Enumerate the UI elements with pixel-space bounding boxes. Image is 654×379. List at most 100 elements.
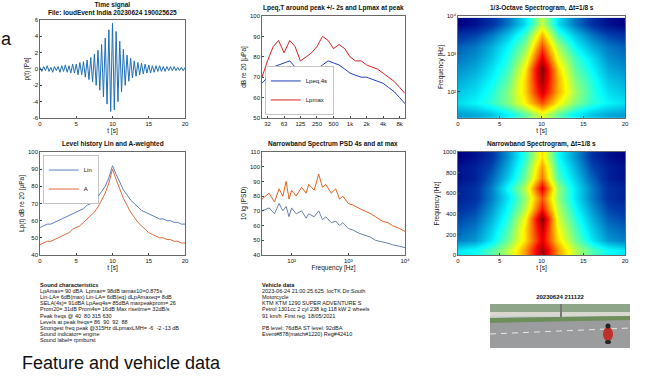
svg-text:50: 50 [253, 237, 260, 243]
svg-text:20: 20 [622, 121, 629, 127]
svg-text:2k: 2k [363, 121, 370, 127]
svg-text:400: 400 [446, 211, 457, 217]
html-text:Sound indicator= engine: Sound indicator= engine [40, 330, 100, 337]
svg-text:0: 0 [35, 66, 39, 72]
svg-text:Frequency [Hz]: Frequency [Hz] [433, 181, 441, 225]
svg-text:p(t) [Pa]: p(t) [Pa] [23, 57, 31, 80]
svg-text:50: 50 [253, 115, 260, 121]
svg-text:80: 80 [253, 54, 260, 60]
svg-text:15: 15 [145, 121, 152, 127]
svg-text:t [s]: t [s] [536, 127, 547, 135]
svg-text:40: 40 [253, 252, 260, 258]
html-text:Levels at peak freqs= 86 90 92: Levels at peak freqs= 86 90 92 88 [40, 318, 128, 325]
svg-text:80: 80 [253, 193, 260, 199]
svg-text:1/3-Octave Spectrogram, Δt=1/8: 1/3-Octave Spectrogram, Δt=1/8 s [490, 4, 594, 12]
svg-text:60: 60 [253, 223, 260, 229]
svg-text:0: 0 [38, 121, 42, 127]
svg-text:15: 15 [580, 258, 587, 264]
svg-text:Frequency [Hz]: Frequency [Hz] [437, 45, 445, 89]
svg-text:-4: -4 [33, 99, 39, 105]
svg-text:0: 0 [456, 258, 460, 264]
html-text:Lin-LA= 6dB(max) Lin-LA= 6dB(e: Lin-LA= 6dB(max) Lin-LA= 6dB(eq) dLpAmax… [40, 294, 172, 301]
svg-text:250: 250 [312, 121, 323, 127]
svg-text:6: 6 [35, 17, 39, 23]
html-text:Prom20= 31dB Prom4s= 16dB Max: Prom20= 31dB Prom4s= 16dB Max risetime= … [40, 306, 170, 313]
svg-text:5: 5 [498, 258, 502, 264]
html-text:Feature and vehicle data: Feature and vehicle data [22, 353, 221, 373]
svg-text:Frequency [Hz]: Frequency [Hz] [311, 264, 355, 272]
svg-text:20: 20 [182, 121, 189, 127]
svg-text:Narrowband Spectrum PSD 4s and: Narrowband Spectrum PSD 4s and at max [268, 140, 398, 148]
svg-text:110: 110 [250, 149, 260, 155]
svg-text:10 lg (PSD): 10 lg (PSD) [240, 187, 248, 221]
html-text:Peak freqs @ 40 80 315 630: Peak freqs @ 40 80 315 630 [40, 312, 112, 319]
svg-text:60: 60 [253, 95, 260, 101]
svg-text:5: 5 [75, 121, 79, 127]
svg-text:8k: 8k [396, 121, 403, 127]
svg-text:50: 50 [31, 235, 38, 241]
svg-text:10: 10 [109, 258, 116, 264]
html-text:SELA(4s)= 91dBA LpAeq4s= 85dBA: SELA(4s)= 91dBA LpAeq4s= 85dBA maxpeakpr… [40, 300, 176, 307]
svg-text:10: 10 [538, 258, 545, 264]
svg-text:90: 90 [31, 166, 38, 172]
svg-text:10: 10 [538, 121, 545, 127]
svg-text:200: 200 [446, 232, 457, 238]
svg-text:Lpeq,T around peak +/- 2s and: Lpeq,T around peak +/- 2s and Lpmax at p… [263, 4, 404, 12]
svg-text:800: 800 [446, 170, 457, 176]
svg-text:5: 5 [75, 258, 79, 264]
svg-text:Lpeq,4s: Lpeq,4s [306, 78, 327, 84]
svg-text:Narrowband Spectrogram, Δt=1/8: Narrowband Spectrogram, Δt=1/8 s [487, 140, 596, 148]
svg-text:63: 63 [281, 121, 288, 127]
svg-text:0: 0 [456, 121, 460, 127]
svg-text:A: A [84, 186, 88, 192]
svg-text:Level history Lin and A-weight: Level history Lin and A-weighted [62, 140, 164, 148]
html-text:LpAmax= 90 dBA Lpmax= 98dB tam: LpAmax= 90 dBA Lpmax= 98dB tamax10=0.875… [40, 288, 163, 295]
svg-text:80: 80 [31, 183, 38, 189]
svg-text:70: 70 [31, 201, 38, 207]
svg-text:t [s]: t [s] [536, 264, 547, 272]
svg-text:70: 70 [253, 208, 260, 214]
svg-text:t [s]: t [s] [107, 127, 118, 135]
svg-text:Lp(t) dB re 20 [μPa]: Lp(t) dB re 20 [μPa] [18, 175, 26, 232]
svg-text:100: 100 [28, 149, 39, 155]
svg-text:10⁴: 10⁴ [447, 13, 457, 19]
svg-text:40: 40 [31, 252, 38, 258]
svg-text:Lpmax: Lpmax [306, 97, 324, 103]
svg-text:70: 70 [253, 74, 260, 80]
svg-text:Lin: Lin [84, 167, 92, 173]
svg-text:10³: 10³ [447, 51, 456, 57]
svg-text:500: 500 [328, 121, 339, 127]
svg-text:100: 100 [250, 13, 261, 19]
svg-text:90: 90 [253, 179, 260, 185]
svg-text:0: 0 [38, 258, 42, 264]
svg-text:20: 20 [182, 258, 189, 264]
html-text:Strongest freq peak @315Hz dLp: Strongest freq peak @315Hz dLpmaxLMH= -6… [40, 324, 179, 331]
svg-text:t [s]: t [s] [107, 264, 118, 272]
svg-text:2: 2 [35, 50, 39, 56]
svg-text:10: 10 [109, 121, 116, 127]
svg-text:1000: 1000 [443, 149, 457, 155]
svg-text:10⁴: 10⁴ [400, 258, 410, 264]
svg-text:-2: -2 [33, 82, 39, 88]
svg-text:20: 20 [622, 258, 629, 264]
html-text:a: a [1, 29, 11, 49]
svg-text:10²: 10² [287, 258, 296, 264]
svg-text:600: 600 [446, 190, 457, 196]
svg-text:-6: -6 [33, 115, 39, 121]
svg-text:1k: 1k [347, 121, 354, 127]
svg-text:4: 4 [35, 33, 39, 39]
svg-text:0: 0 [453, 252, 457, 258]
svg-text:10²: 10² [447, 89, 456, 95]
svg-text:15: 15 [145, 258, 152, 264]
svg-text:32: 32 [264, 121, 271, 127]
svg-text:4k: 4k [380, 121, 387, 127]
svg-text:10³: 10³ [344, 258, 353, 264]
svg-text:Time signalFile: loudEvent Ind: Time signalFile: loudEvent India 2023062… [48, 1, 177, 16]
svg-text:100: 100 [250, 164, 261, 170]
svg-text:dB re 20 [μPa]: dB re 20 [μPa] [240, 46, 248, 88]
svg-text:125: 125 [295, 121, 306, 127]
svg-text:60: 60 [31, 218, 38, 224]
svg-text:5: 5 [498, 121, 502, 127]
svg-text:15: 15 [580, 121, 587, 127]
svg-text:90: 90 [253, 34, 260, 40]
